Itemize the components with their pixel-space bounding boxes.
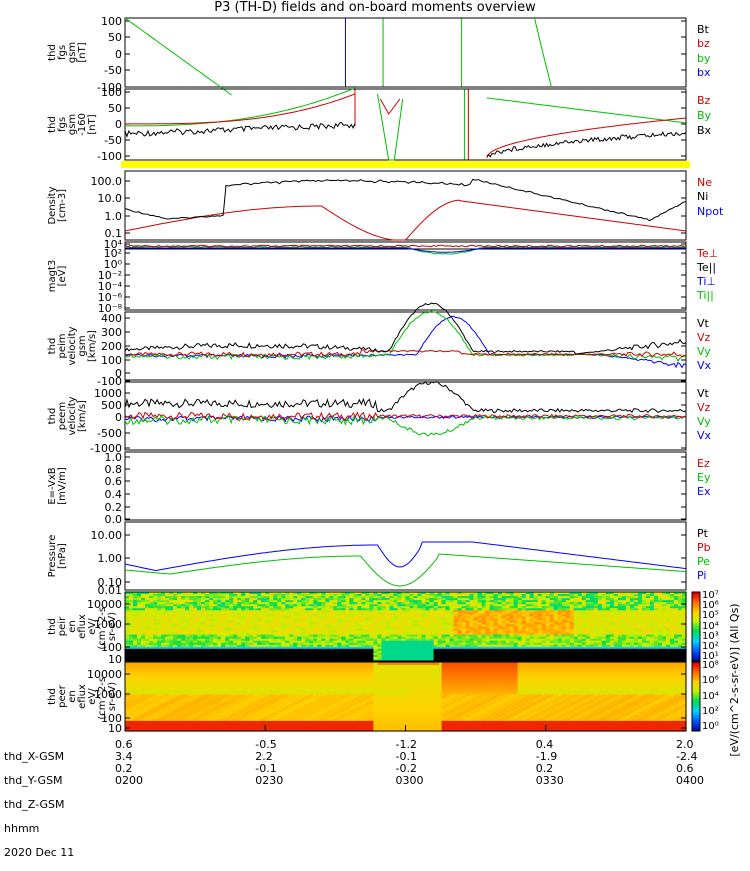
y-tick-label: -100 [97,150,122,163]
Vt-line [125,303,686,354]
y-tick-label: 0.6 [105,475,123,488]
y-tick-label: 400 [101,312,122,325]
panel-frame [125,242,686,310]
Ne-line [125,200,686,240]
y-tick-label: -50 [104,64,122,77]
y-tick-label: 100 [101,86,122,99]
Bx-line-right [487,132,686,157]
y-tick-label: -50 [104,134,122,147]
y-tick-label: 0 [115,118,122,131]
Te-perp-line [125,245,686,246]
y-tick-label: 0.0 [105,513,123,526]
y-tick-label: 100 [101,354,122,367]
y-tick-label: 50 [108,102,122,115]
Ni-line [125,180,686,221]
y-tick-label: 300 [101,326,122,339]
y-tick-label: 100.0 [91,175,123,188]
y-tick-label: 10.0 [98,192,123,205]
Bx-line-left [125,123,355,137]
y-tick-label: 0.4 [105,488,123,501]
panel-frame [125,452,686,520]
y-tick-label: 10.00 [91,529,123,542]
panel-frame [125,522,686,590]
y-tick-label: 100 [101,15,122,28]
panel-3: 100.010.01.00.1 [91,171,687,240]
Pe-line [125,554,686,586]
colorbar-1 [692,592,700,662]
status-bar [121,161,690,168]
panel-frame [125,89,686,160]
y-tick-label: 1.0 [105,210,123,223]
by-curve-right [535,18,552,87]
y-tick-label: -500 [97,427,122,440]
y-tick-label: 200 [101,340,122,353]
Pi-line [125,542,686,571]
Vt-line [125,382,686,413]
y-tick-label: 50 [108,31,122,44]
Bz-dip [380,99,400,114]
Bz-line-right [487,118,686,158]
y-tick-label: 0 [115,48,122,61]
panel-7: 1.00.80.60.40.20.0 [105,451,687,526]
y-tick-label: 1.00 [98,552,123,565]
By-line-right [487,98,686,123]
panel-frame [125,18,686,87]
Vy-line [125,416,686,436]
y-tick-label: 0 [115,411,122,424]
by-curve-left [125,18,232,95]
By-dip [378,94,403,160]
